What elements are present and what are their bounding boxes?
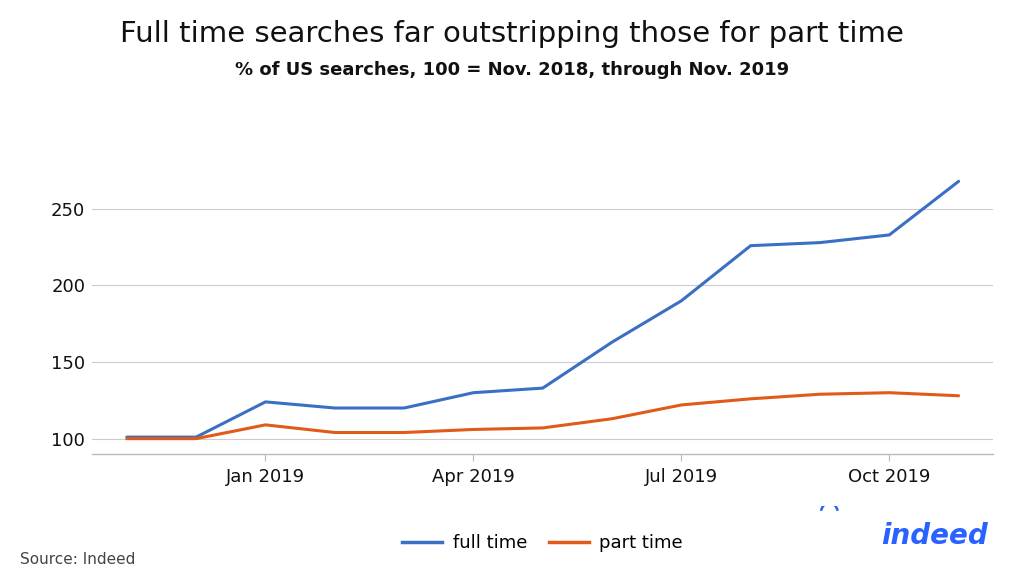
- Legend: full time, part time: full time, part time: [395, 527, 690, 559]
- Text: indeed: indeed: [882, 522, 988, 550]
- Text: % of US searches, 100 = Nov. 2018, through Nov. 2019: % of US searches, 100 = Nov. 2018, throu…: [234, 61, 790, 79]
- Text: Source: Indeed: Source: Indeed: [20, 552, 136, 567]
- Text: Full time searches far outstripping those for part time: Full time searches far outstripping thos…: [120, 20, 904, 48]
